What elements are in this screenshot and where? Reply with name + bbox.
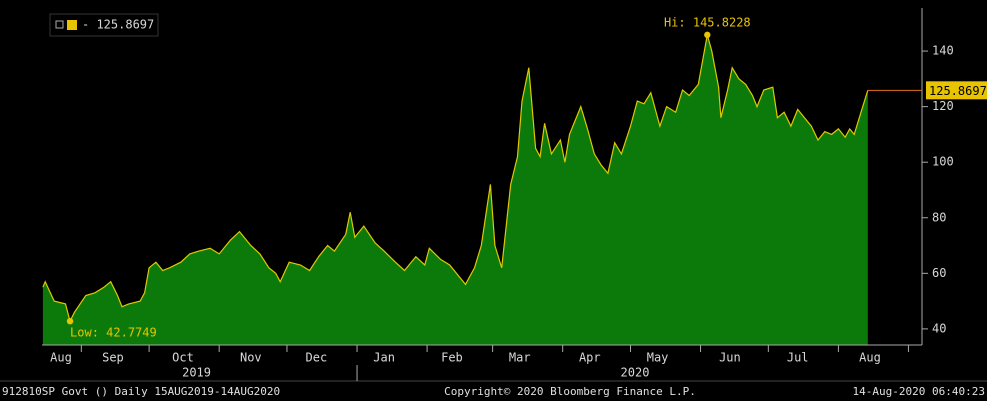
annotation-label: Hi: 145.8228 <box>664 15 751 29</box>
legend-label: - 125.8697 <box>82 18 154 32</box>
x-tick-label: Oct <box>172 351 194 365</box>
y-tick-label: 80 <box>932 210 946 224</box>
x-tick-label: May <box>647 351 669 365</box>
last-value-tag <box>926 81 987 100</box>
x-tick-label: Feb <box>441 351 463 365</box>
annotation-marker <box>66 317 74 325</box>
x-tick-label: Apr <box>579 351 601 365</box>
x-tick-label: Mar <box>509 351 531 365</box>
x-tick-label: Dec <box>306 351 328 365</box>
plot-area <box>42 34 869 346</box>
year-label: 2019 <box>182 366 211 380</box>
last-value-label: 125.8697 <box>929 84 987 98</box>
area <box>42 34 868 346</box>
x-tick-label: Sep <box>102 351 124 365</box>
x-tick-label: Jan <box>373 351 395 365</box>
annotation-marker <box>704 31 711 39</box>
footer-right: 14-Aug-2020 06:40:23 <box>853 385 985 398</box>
footer-center: Copyright© 2020 Bloomberg Finance L.P. <box>444 385 696 398</box>
x-tick-label: Jun <box>719 351 741 365</box>
annotation-label: Low: 42.7749 <box>70 326 157 340</box>
y-tick-label: 120 <box>932 99 954 113</box>
y-tick-label: 140 <box>932 44 954 58</box>
legend <box>49 13 159 37</box>
legend-toggle[interactable] <box>55 20 64 29</box>
x-tick-label: Aug <box>859 351 881 365</box>
y-tick-label: 40 <box>932 321 946 335</box>
y-tick-label: 60 <box>932 266 946 280</box>
x-tick-label: Aug <box>50 351 72 365</box>
x-tick-label: Nov <box>240 351 262 365</box>
year-label: 2020 <box>621 366 650 380</box>
legend-swatch <box>67 20 77 30</box>
x-tick-label: Jul <box>787 351 809 365</box>
y-tick-label: 100 <box>932 155 954 169</box>
footer-left: 912810SP Govt () Daily 15AUG2019-14AUG20… <box>2 385 280 398</box>
line <box>42 34 869 323</box>
